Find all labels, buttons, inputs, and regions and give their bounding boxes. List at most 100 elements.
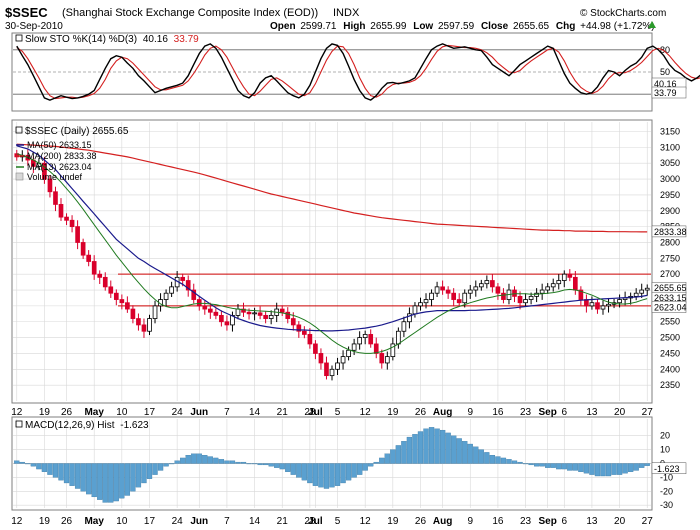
macd-value-tag: -1.623 bbox=[654, 464, 680, 474]
macd-hist-bar bbox=[462, 441, 468, 464]
candle-body bbox=[484, 280, 490, 285]
candle-body bbox=[573, 276, 578, 291]
x-axis-label-bottom: 6 bbox=[561, 516, 567, 527]
macd-hist-bar bbox=[185, 455, 191, 464]
candle-body bbox=[401, 321, 407, 332]
macd-hist-bar bbox=[357, 463, 363, 475]
macd-hist-bar bbox=[202, 455, 208, 464]
macd-hist-bar bbox=[102, 463, 108, 503]
macd-hist-bar bbox=[583, 463, 590, 474]
macd-hist-bar bbox=[191, 453, 197, 464]
macd-hist-bar bbox=[495, 456, 501, 464]
candle-body bbox=[644, 287, 650, 291]
x-axis-label: Jul bbox=[308, 407, 323, 418]
macd-hist-bar bbox=[163, 463, 169, 467]
candle-body bbox=[362, 334, 368, 338]
quote-line: Open 2599.71 High 2655.99 Low 2597.59 Cl… bbox=[270, 21, 655, 32]
candle-body bbox=[606, 303, 611, 307]
macd-hist-bar bbox=[218, 459, 225, 464]
macd-hist-bar bbox=[500, 457, 507, 464]
candle-body bbox=[169, 286, 174, 294]
chg-value: +44.98 (+1.72%) bbox=[580, 21, 655, 32]
x-axis-label-bottom: 20 bbox=[614, 516, 626, 527]
macd-hist-bar bbox=[74, 463, 81, 489]
macd-hist-bar bbox=[528, 463, 534, 466]
price-tick-label: 2550 bbox=[660, 317, 680, 327]
macd-hist-bar bbox=[578, 463, 584, 472]
close-label: Close bbox=[481, 21, 509, 32]
candle-body bbox=[561, 273, 567, 281]
ma200-tag-box bbox=[651, 225, 687, 238]
ma50-line bbox=[16, 145, 648, 332]
x-axis-label-bottom: 24 bbox=[172, 516, 184, 527]
macd-hist-bar bbox=[312, 463, 319, 486]
candle-body bbox=[313, 343, 318, 354]
macd-hist-bar bbox=[395, 445, 402, 464]
low-label: Low bbox=[413, 21, 433, 32]
x-axis-label-bottom: 26 bbox=[415, 516, 427, 527]
macd-hist-bar bbox=[478, 449, 484, 464]
candle-body bbox=[501, 292, 506, 300]
sto-d-value: 33.79 bbox=[174, 34, 199, 45]
macd-hist-bar bbox=[240, 461, 247, 464]
candle-body bbox=[390, 343, 396, 358]
candle-body bbox=[357, 337, 362, 345]
macd-hist-bar bbox=[600, 463, 606, 477]
price-tick-label: 3100 bbox=[660, 142, 680, 152]
macd-hist-bar bbox=[611, 463, 617, 475]
candle-body bbox=[478, 283, 484, 288]
macd-hist-bar bbox=[567, 463, 573, 471]
candle-body bbox=[64, 216, 69, 221]
macd-legend-label: MACD(12,26,9) Hist bbox=[25, 420, 115, 431]
x-axis-label-bottom: 17 bbox=[144, 516, 156, 527]
macd-hist-bar bbox=[511, 460, 518, 464]
candle-body bbox=[384, 356, 390, 364]
macd-hist-bar bbox=[428, 427, 435, 464]
open-value: 2599.71 bbox=[300, 21, 337, 32]
macd-hist-bar bbox=[63, 463, 70, 484]
ma13-tag: 2623.04 bbox=[654, 303, 687, 313]
sto-d-line bbox=[16, 44, 700, 100]
candle-body bbox=[307, 334, 313, 345]
macd-hist-bar bbox=[274, 463, 280, 468]
candle-body bbox=[102, 276, 108, 288]
macd-hist-bar bbox=[473, 446, 479, 464]
x-axis-label: 24 bbox=[172, 407, 184, 418]
sto-d-tag: 33.79 bbox=[654, 88, 677, 98]
macd-hist-bar bbox=[113, 463, 119, 502]
sto-d-tag-box bbox=[651, 86, 687, 99]
macd-hist-bar bbox=[379, 457, 385, 464]
candle-body bbox=[407, 313, 412, 323]
macd-hist-bar bbox=[434, 428, 440, 464]
price-tick-label: 3000 bbox=[660, 174, 680, 184]
macd-hist-bar bbox=[644, 463, 650, 466]
macd-value-tag-box bbox=[651, 462, 687, 475]
ma13-legend: MA(13) 2623.04 bbox=[27, 162, 92, 172]
macd-hist-bar bbox=[268, 463, 274, 467]
macd-hist-bar bbox=[108, 463, 114, 503]
x-axis-label-bottom: Aug bbox=[433, 516, 452, 527]
macd-hist-bar bbox=[489, 455, 496, 464]
candle-body bbox=[69, 219, 75, 228]
date-label: 30-Sep-2010 bbox=[5, 21, 63, 32]
price-tick-label: 2400 bbox=[660, 364, 680, 374]
macd-hist-bar bbox=[456, 438, 462, 464]
x-axis-label: 5 bbox=[335, 407, 341, 418]
x-axis-label: 14 bbox=[249, 407, 261, 418]
macd-hist-bar bbox=[406, 436, 413, 464]
candle-body bbox=[528, 295, 534, 300]
candle-body bbox=[91, 261, 97, 275]
macd-hist-bar bbox=[616, 463, 623, 475]
macd-hist-bar bbox=[157, 463, 164, 471]
macd-hist-bar bbox=[257, 463, 263, 466]
x-axis-label-bottom: 12 bbox=[11, 516, 23, 527]
x-axis-label-bottom: 13 bbox=[586, 516, 598, 527]
price-tick-label: 2450 bbox=[660, 348, 680, 358]
candle-body bbox=[252, 312, 257, 315]
candle-body bbox=[589, 302, 595, 307]
index-name: (Shanghai Stock Exchange Composite Index… bbox=[62, 7, 318, 19]
candle-body bbox=[462, 292, 468, 304]
x-axis-label: 17 bbox=[144, 407, 156, 418]
macd-hist-bar bbox=[224, 460, 230, 464]
candle-body bbox=[567, 273, 573, 278]
